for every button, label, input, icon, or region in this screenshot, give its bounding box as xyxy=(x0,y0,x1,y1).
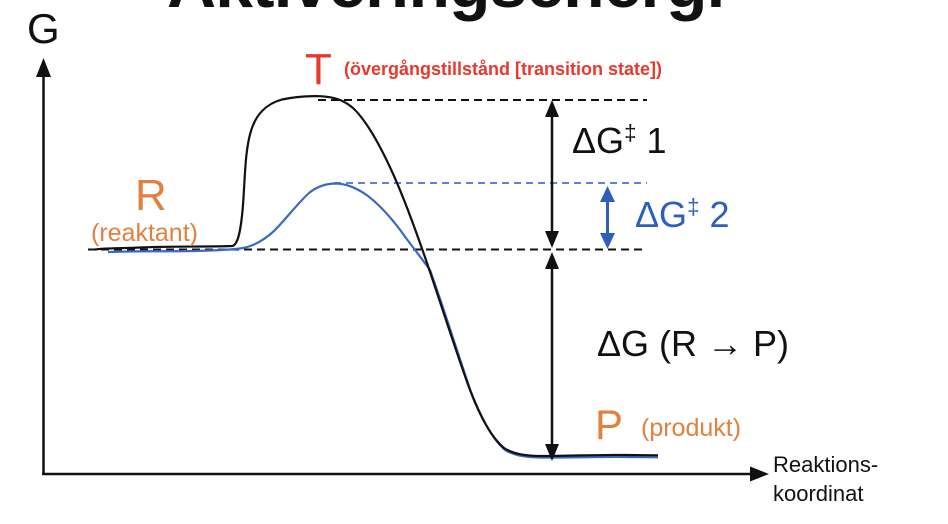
x-axis-label-line1: Reaktions- xyxy=(773,452,879,477)
dg1-sup: ‡ xyxy=(624,120,637,145)
dg-rp-arrow-bottom-head-icon xyxy=(545,444,559,461)
x-axis-label-line2: koordinat xyxy=(773,481,864,507)
y-axis-arrowhead-icon xyxy=(36,58,51,77)
dg-rp-label: ΔG (R → P) xyxy=(597,323,790,364)
x-axis-arrowhead-icon xyxy=(750,466,769,482)
dg2-suffix: 2 xyxy=(699,194,730,235)
dg2-arrow-top-head-icon xyxy=(600,186,615,202)
dg1-base: ΔG xyxy=(572,120,625,161)
reactant-note: (reaktant) xyxy=(91,219,198,247)
dg1-suffix: 1 xyxy=(636,120,667,161)
product-symbol: P xyxy=(595,401,624,448)
slide-title: Aktiveringsenergi xyxy=(167,0,725,18)
transition-state-note: (övergångstillstånd [transition state]) xyxy=(344,59,663,79)
product-note: (produkt) xyxy=(641,414,742,442)
x-axis-label: Reaktions- koordinat xyxy=(773,450,878,508)
dg2-arrow-bottom-head-icon xyxy=(600,233,615,249)
dg2-base: ΔG xyxy=(635,194,688,235)
catalyzed-energy-curve xyxy=(107,182,659,459)
uncatalyzed-energy-curve xyxy=(94,95,659,458)
dg1-arrow-top-head-icon xyxy=(545,100,559,117)
dg1-label: ΔG‡ 1 xyxy=(572,120,667,161)
dg2-label: ΔG‡ 2 xyxy=(635,194,730,235)
transition-state-symbol: T xyxy=(305,45,332,94)
dg1-arrow-bottom-head-icon xyxy=(545,231,559,248)
y-axis-label: G xyxy=(27,5,60,52)
dg-rp-arrow-top-head-icon xyxy=(545,252,559,269)
dg2-sup: ‡ xyxy=(687,194,700,219)
reactant-symbol: R xyxy=(135,171,167,220)
